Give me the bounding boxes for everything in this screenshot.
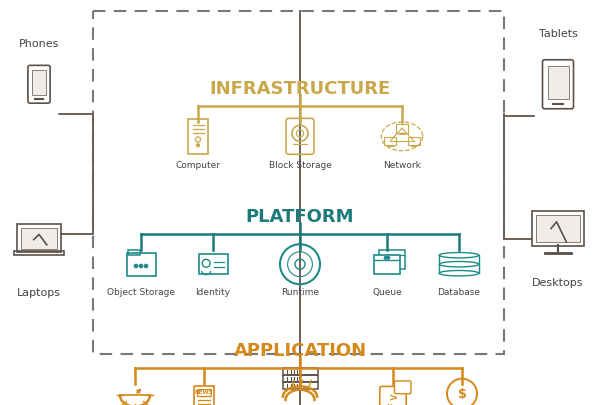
- Circle shape: [388, 257, 390, 259]
- Circle shape: [139, 265, 143, 268]
- Text: Laptops: Laptops: [17, 287, 61, 297]
- Text: >: >: [388, 392, 398, 403]
- FancyBboxPatch shape: [548, 67, 569, 100]
- Text: Computer: Computer: [176, 161, 221, 170]
- Text: Tablets: Tablets: [539, 29, 577, 39]
- Text: Runtime: Runtime: [281, 288, 319, 296]
- Text: INFRASTRUCTURE: INFRASTRUCTURE: [209, 80, 391, 98]
- Circle shape: [384, 257, 386, 259]
- Text: Queue: Queue: [372, 288, 402, 296]
- FancyBboxPatch shape: [379, 250, 405, 269]
- Text: Desktops: Desktops: [532, 277, 584, 287]
- FancyBboxPatch shape: [32, 71, 46, 96]
- Text: Identity: Identity: [196, 288, 230, 296]
- Text: PLATFORM: PLATFORM: [246, 208, 354, 226]
- Circle shape: [386, 257, 388, 259]
- Text: Network: Network: [383, 161, 421, 170]
- Text: APPLICATION: APPLICATION: [233, 341, 367, 359]
- Text: Phones: Phones: [19, 39, 59, 49]
- Text: Block Storage: Block Storage: [269, 161, 331, 170]
- FancyBboxPatch shape: [21, 228, 57, 249]
- Text: Object Storage: Object Storage: [107, 288, 175, 296]
- Circle shape: [145, 265, 148, 268]
- Text: NEWS: NEWS: [195, 388, 213, 394]
- Circle shape: [134, 265, 137, 268]
- Circle shape: [197, 145, 199, 147]
- FancyBboxPatch shape: [374, 255, 400, 274]
- FancyBboxPatch shape: [395, 381, 411, 394]
- FancyBboxPatch shape: [536, 215, 580, 242]
- Text: $: $: [458, 387, 466, 400]
- Text: Database: Database: [437, 288, 481, 296]
- Bar: [93, 12, 504, 354]
